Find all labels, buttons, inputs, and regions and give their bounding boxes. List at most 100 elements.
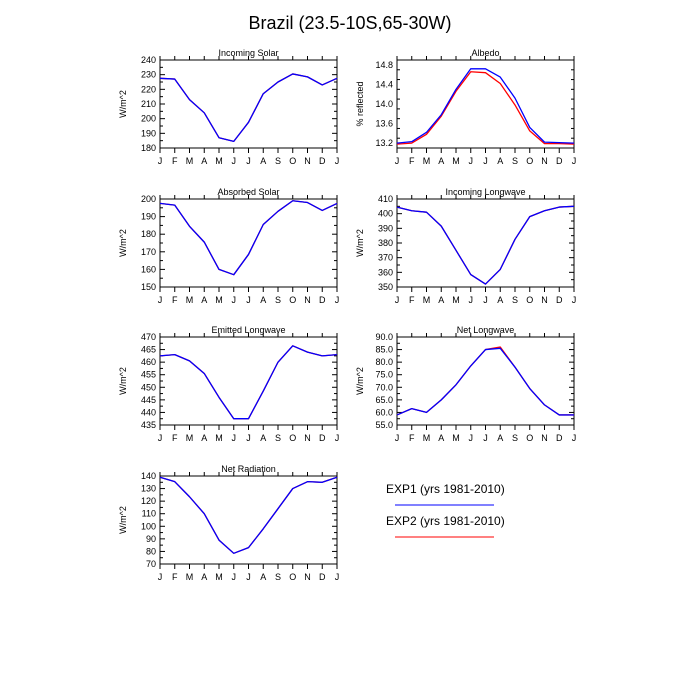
panel-incoming-solar-xtick-label: M (186, 156, 194, 166)
panel-net-longwave-ylabel: W/m^2 (355, 367, 365, 395)
panel-absorbed-solar-xtick-label: J (335, 295, 340, 305)
panel-albedo-ytick-label: 14.4 (375, 79, 393, 89)
panel-absorbed-solar-xtick-label: M (186, 295, 194, 305)
panel-incoming-longwave-xtick-label: F (409, 295, 415, 305)
panel-net-longwave-xtick-label: N (541, 433, 548, 443)
panel-net-longwave-ytick-label: 65.0 (375, 395, 393, 405)
panel-albedo-title: Albedo (471, 48, 499, 58)
panel-net-radiation-title: Net Radiation (221, 464, 276, 474)
panel-incoming-longwave-ytick-label: 380 (378, 238, 393, 248)
panel-albedo-line-exp2-yrs-1981-2010 (396, 71, 575, 145)
panel-incoming-solar-ytick-label: 210 (141, 99, 156, 109)
panel-incoming-solar-xtick-label: M (215, 156, 223, 166)
panel-incoming-solar-ylabel: W/m^2 (118, 90, 128, 118)
panel-absorbed-solar-ytick-label: 160 (141, 264, 156, 274)
panel-net-radiation-xtick-label: F (172, 572, 178, 582)
panel-incoming-solar-line-exp1-yrs-1981-2010 (159, 73, 338, 143)
panel-emitted-longwave-xtick-label: N (304, 433, 311, 443)
panel-absorbed-solar-xtick-label: J (232, 295, 237, 305)
panel-net-longwave-ytick-label: 90.0 (375, 332, 393, 342)
panel-albedo-xtick-label: J (469, 156, 474, 166)
panel-incoming-solar-xtick-label: D (319, 156, 326, 166)
panel-net-radiation-ytick-label: 130 (141, 484, 156, 494)
panel-absorbed-solar-ylabel: W/m^2 (118, 229, 128, 257)
panel-net-radiation-ytick-label: 100 (141, 521, 156, 531)
panel-incoming-longwave-line-exp1-yrs-1981-2010 (396, 205, 575, 285)
panel-incoming-longwave-ytick-label: 410 (378, 194, 393, 204)
panel-albedo-xtick-label: M (423, 156, 431, 166)
panel-emitted-longwave-xtick-label: A (201, 433, 207, 443)
panel-net-radiation-ytick-label: 80 (146, 546, 156, 556)
panel-absorbed-solar-xtick-label: J (158, 295, 163, 305)
panel-net-radiation-ytick-label: 70 (146, 559, 156, 569)
panel-incoming-solar-ytick-label: 220 (141, 84, 156, 94)
panel-absorbed-solar-xtick-label: N (304, 295, 311, 305)
panel-incoming-longwave-xtick-label: S (512, 295, 518, 305)
panel-net-longwave-xtick-label: A (438, 433, 444, 443)
panel-absorbed-solar-xtick-label: O (289, 295, 296, 305)
panel-grid: Incoming Solar W/m^2 180 190 200 210 220 230 240… (118, 48, 576, 582)
panel-net-radiation-xtick-label: N (304, 572, 311, 582)
panel-absorbed-solar-xtick-label: D (319, 295, 326, 305)
panel-net-longwave-xtick-label: M (452, 433, 460, 443)
panel-net-radiation-ylabel: W/m^2 (118, 506, 128, 534)
panel-incoming-longwave-xtick-label: A (497, 295, 503, 305)
panel-incoming-solar-xtick-label: F (172, 156, 178, 166)
panel-net-longwave-ytick-label: 85.0 (375, 345, 393, 355)
panel-albedo-xtick-label: J (483, 156, 488, 166)
panel-emitted-longwave-ytick-label: 450 (141, 382, 156, 392)
panel-emitted-longwave-xtick-label: J (335, 433, 340, 443)
panel-albedo-ytick-label: 13.6 (375, 119, 393, 129)
panel-albedo-xtick-label: M (452, 156, 460, 166)
panel-incoming-longwave-title: Incoming Longwave (445, 187, 525, 197)
panel-emitted-longwave-ytick-label: 455 (141, 370, 156, 380)
panel-incoming-longwave-xtick-label: D (556, 295, 563, 305)
panel-net-radiation-xtick-label: M (215, 572, 223, 582)
panel-albedo-ytick-label: 13.2 (375, 138, 393, 148)
panel-net-radiation-xtick-label: J (335, 572, 340, 582)
panel-incoming-longwave-xtick-label: M (452, 295, 460, 305)
panel-emitted-longwave-xtick-label: F (172, 433, 178, 443)
panel-albedo-xtick-label: F (409, 156, 415, 166)
panel-incoming-solar-xtick-label: J (335, 156, 340, 166)
panel-net-radiation-xtick-label: A (260, 572, 266, 582)
figure-title: Brazil (23.5-10S,65-30W) (248, 13, 451, 33)
panel-incoming-longwave-ytick-label: 370 (378, 253, 393, 263)
panel-absorbed-solar-ytick-label: 190 (141, 212, 156, 222)
panel-incoming-longwave-xtick-label: J (572, 295, 577, 305)
panel-emitted-longwave-xtick-label: J (158, 433, 163, 443)
panel-net-longwave-xtick-label: S (512, 433, 518, 443)
panel-incoming-longwave-ytick-label: 400 (378, 209, 393, 219)
panel-emitted-longwave-ytick-label: 440 (141, 407, 156, 417)
panel-net-longwave-xtick-label: J (469, 433, 474, 443)
panel-incoming-solar-title: Incoming Solar (218, 48, 278, 58)
panel-emitted-longwave-xtick-label: A (260, 433, 266, 443)
panel-net-radiation: Net Radiation W/m^2 70 80 90 100 110 120 130 140 J… (118, 464, 339, 582)
panel-incoming-longwave-xtick-label: N (541, 295, 548, 305)
panel-incoming-solar-ytick-label: 230 (141, 70, 156, 80)
panel-albedo-xtick-label: D (556, 156, 563, 166)
panel-net-radiation-xtick-label: M (186, 572, 194, 582)
panel-albedo-xtick-label: J (395, 156, 400, 166)
panel-net-longwave-xtick-label: A (497, 433, 503, 443)
panel-absorbed-solar-line-exp1-yrs-1981-2010 (159, 200, 338, 276)
panel-albedo-xtick-label: J (572, 156, 577, 166)
panel-emitted-longwave-ytick-label: 465 (141, 345, 156, 355)
panel-incoming-solar-ytick-label: 240 (141, 55, 156, 65)
panel-incoming-solar-ytick-label: 190 (141, 128, 156, 138)
panel-incoming-solar: Incoming Solar W/m^2 180 190 200 210 220 230 240… (118, 48, 339, 166)
panel-emitted-longwave-ytick-label: 460 (141, 357, 156, 367)
panel-net-longwave-line-exp1-yrs-1981-2010 (396, 347, 574, 416)
panel-absorbed-solar-ytick-label: 170 (141, 247, 156, 257)
panel-emitted-longwave-xtick-label: J (246, 433, 251, 443)
panel-incoming-solar-ytick-label: 200 (141, 114, 156, 124)
panel-incoming-solar-ytick-label: 180 (141, 143, 156, 153)
panel-net-longwave-xtick-label: D (556, 433, 563, 443)
panel-emitted-longwave: Emitted Longwave W/m^2 435 440 445 450 455 460 4… (118, 325, 339, 443)
panel-incoming-solar-xtick-label: J (158, 156, 163, 166)
panel-net-radiation-xtick-label: A (201, 572, 207, 582)
panel-net-radiation-ytick-label: 120 (141, 496, 156, 506)
panel-net-radiation-ytick-label: 110 (142, 509, 156, 519)
